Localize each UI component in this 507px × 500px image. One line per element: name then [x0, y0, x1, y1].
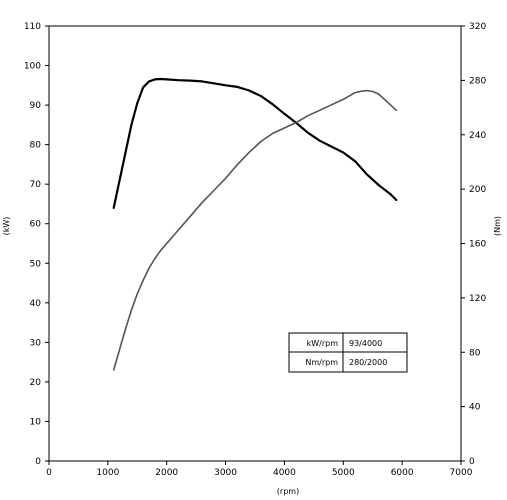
- power-curve-line: [112, 77, 398, 209]
- left-y-axis-ticks: 0 10 20 30 40 50 60 70 80 90 100 110: [24, 22, 49, 467]
- x-tick-label: 7000: [450, 468, 473, 478]
- right-y-axis-ticks: 0 40 80 120 160 200 240 280 320: [461, 22, 486, 467]
- right-y-tick-label: 320: [469, 22, 486, 32]
- x-tick-label: 1000: [96, 468, 119, 478]
- left-y-tick-label: 20: [30, 378, 42, 388]
- left-y-axis-title: (kW): [2, 217, 11, 236]
- right-y-axis-title: (Nm): [493, 216, 502, 236]
- x-axis-ticks: 0 1000 2000 3000 4000 5000 6000 7000: [46, 461, 473, 478]
- left-y-tick-label: 0: [35, 457, 41, 467]
- right-y-tick-label: 0: [469, 457, 475, 467]
- right-y-tick-label: 40: [469, 403, 481, 413]
- right-y-tick-label: 280: [469, 76, 486, 86]
- left-y-tick-label: 30: [30, 338, 42, 348]
- left-y-tick-label: 10: [30, 417, 42, 427]
- spec-table: kW/rpm 93/4000 Nm/rpm 280/2000: [288, 332, 408, 373]
- x-tick-label: 6000: [391, 468, 414, 478]
- left-y-tick-label: 60: [30, 220, 42, 230]
- right-y-tick-label: 240: [469, 131, 486, 141]
- spec-row-label: Nm/rpm: [305, 358, 338, 367]
- spec-row-label: kW/rpm: [307, 339, 339, 348]
- right-y-tick-label: 80: [469, 348, 481, 358]
- left-y-tick-label: 40: [30, 299, 42, 309]
- right-y-tick-label: 160: [469, 240, 486, 250]
- x-tick-label: 2000: [155, 468, 178, 478]
- left-y-tick-label: 110: [24, 22, 41, 32]
- x-axis-title: (rpm): [277, 487, 299, 496]
- left-y-tick-label: 90: [30, 101, 42, 111]
- right-y-tick-label: 200: [469, 185, 486, 195]
- x-tick-label: 5000: [332, 468, 355, 478]
- right-y-tick-label: 120: [469, 294, 486, 304]
- spec-row-value: 280/2000: [349, 358, 387, 367]
- axes: [48, 25, 462, 462]
- left-y-tick-label: 100: [24, 62, 41, 72]
- spec-row-value: 93/4000: [349, 339, 382, 348]
- x-tick-label: 0: [46, 468, 52, 478]
- x-tick-label: 3000: [214, 468, 237, 478]
- left-y-tick-label: 70: [30, 180, 42, 190]
- left-y-tick-label: 80: [30, 141, 42, 151]
- x-tick-label: 4000: [273, 468, 296, 478]
- left-y-tick-label: 50: [30, 259, 42, 269]
- torque-curve-line: [112, 89, 398, 371]
- series-lines: [112, 77, 398, 371]
